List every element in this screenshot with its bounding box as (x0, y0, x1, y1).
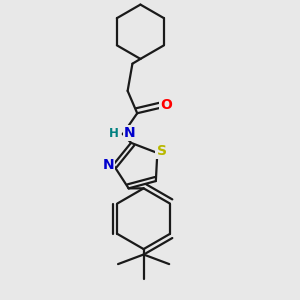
Text: N: N (124, 126, 136, 140)
Text: H: H (109, 127, 119, 140)
Text: O: O (160, 98, 172, 112)
Text: N: N (102, 158, 114, 172)
Text: S: S (157, 144, 167, 158)
